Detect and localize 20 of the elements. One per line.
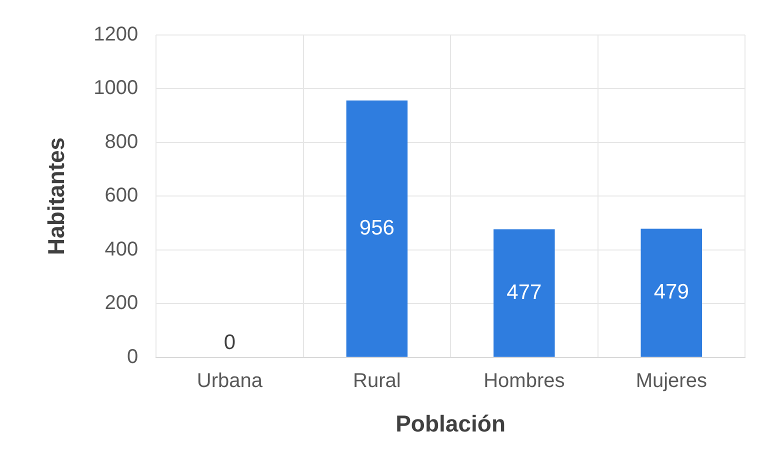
x-axis-title: Población xyxy=(396,410,506,437)
data-label: 477 xyxy=(506,280,542,304)
bar xyxy=(494,229,555,357)
data-label: 956 xyxy=(359,216,394,240)
y-tick-label: 0 xyxy=(126,346,138,368)
bar xyxy=(640,228,702,357)
y-tick-label: 600 xyxy=(104,184,138,207)
y-axis-title: Habitantes xyxy=(43,137,70,255)
y-tick-label: 1000 xyxy=(94,77,138,100)
y-tick-label: 200 xyxy=(104,292,138,314)
data-label: 0 xyxy=(224,331,236,354)
x-tick-label: Hombres xyxy=(484,370,565,392)
y-tick-label: 400 xyxy=(104,238,138,260)
y-tick-label: 800 xyxy=(104,130,138,153)
x-tick-label: Rural xyxy=(353,370,401,392)
bar xyxy=(346,100,408,357)
data-label: 479 xyxy=(654,280,689,304)
x-tick-label: Mujeres xyxy=(636,370,707,392)
y-tick-label: 1200 xyxy=(94,24,138,46)
x-tick-label: Urbana xyxy=(196,370,264,392)
